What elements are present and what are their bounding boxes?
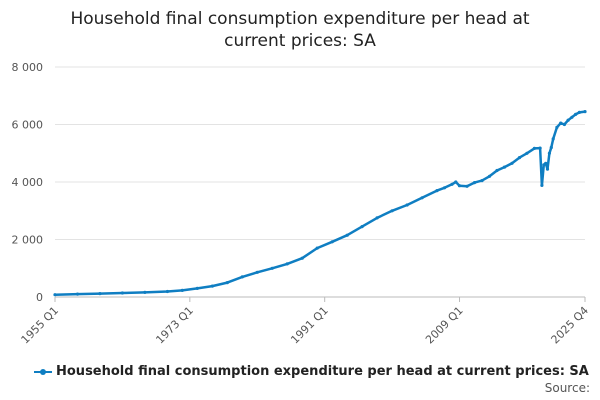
data-point (547, 151, 552, 155)
data-point (502, 165, 507, 169)
chart-title: Household final consumption expenditure … (0, 8, 600, 52)
data-point (195, 286, 199, 290)
data-point (510, 161, 514, 165)
data-point (360, 225, 364, 229)
legend[interactable]: Household final consumption expenditure … (34, 364, 589, 379)
legend-label: Household final consumption expenditure … (56, 364, 589, 379)
chart-title-line-2: current prices: SA (224, 31, 376, 51)
data-point (562, 122, 567, 127)
data-point (225, 281, 229, 285)
y-tick-label: 6 000 (12, 119, 44, 132)
data-point (270, 266, 274, 270)
x-tick-label: 2025 Q4 (549, 304, 592, 347)
data-point (454, 180, 458, 184)
data-point (555, 125, 559, 129)
data-point (120, 291, 124, 295)
data-point (210, 284, 214, 288)
data-point (544, 161, 548, 165)
data-point (420, 196, 424, 200)
data-point (180, 288, 184, 292)
data-point (551, 137, 555, 141)
data-point (532, 146, 537, 150)
data-point (450, 182, 454, 186)
y-tick-label: 4 000 (12, 176, 44, 189)
data-point (375, 216, 379, 220)
y-tick-label: 2 000 (12, 234, 44, 247)
series-line (53, 110, 587, 296)
data-point (285, 262, 289, 266)
x-tick-label: 1973 Q1 (153, 304, 196, 347)
data-point (330, 240, 334, 244)
data-point (75, 292, 80, 296)
data-point (487, 174, 492, 178)
data-point (457, 184, 462, 188)
data-point (570, 115, 574, 119)
data-point (517, 156, 522, 160)
data-point (53, 293, 57, 297)
data-point (583, 110, 587, 114)
data-point (165, 289, 169, 294)
data-point (525, 151, 529, 155)
data-point (390, 209, 394, 213)
x-tick-label: 1991 Q1 (288, 304, 331, 347)
legend-line-marker-icon (34, 367, 52, 377)
data-point (495, 168, 499, 173)
y-tick-label: 8 000 (12, 61, 44, 74)
data-point (540, 183, 544, 187)
data-point (480, 179, 484, 183)
data-point (574, 112, 578, 116)
data-point (300, 256, 304, 260)
data-point (465, 184, 469, 188)
data-point (255, 270, 259, 274)
data-point (435, 189, 439, 193)
data-point (315, 246, 319, 250)
source-label: Source: (544, 381, 590, 395)
data-point (472, 181, 477, 185)
data-point (98, 292, 102, 296)
y-tick-label: 0 (36, 291, 43, 304)
data-point (566, 118, 570, 122)
data-point (577, 110, 582, 114)
x-tick-label: 1955 Q1 (19, 304, 62, 347)
data-point (345, 233, 349, 237)
data-point (559, 121, 563, 125)
data-point (240, 275, 244, 279)
data-point (538, 146, 542, 150)
data-point (143, 290, 147, 294)
x-tick-label: 2009 Q1 (423, 304, 466, 347)
data-point (545, 167, 550, 171)
data-point (549, 145, 553, 150)
data-point (405, 203, 409, 207)
chart-title-line-1: Household final consumption expenditure … (70, 9, 530, 29)
data-point (442, 186, 447, 190)
